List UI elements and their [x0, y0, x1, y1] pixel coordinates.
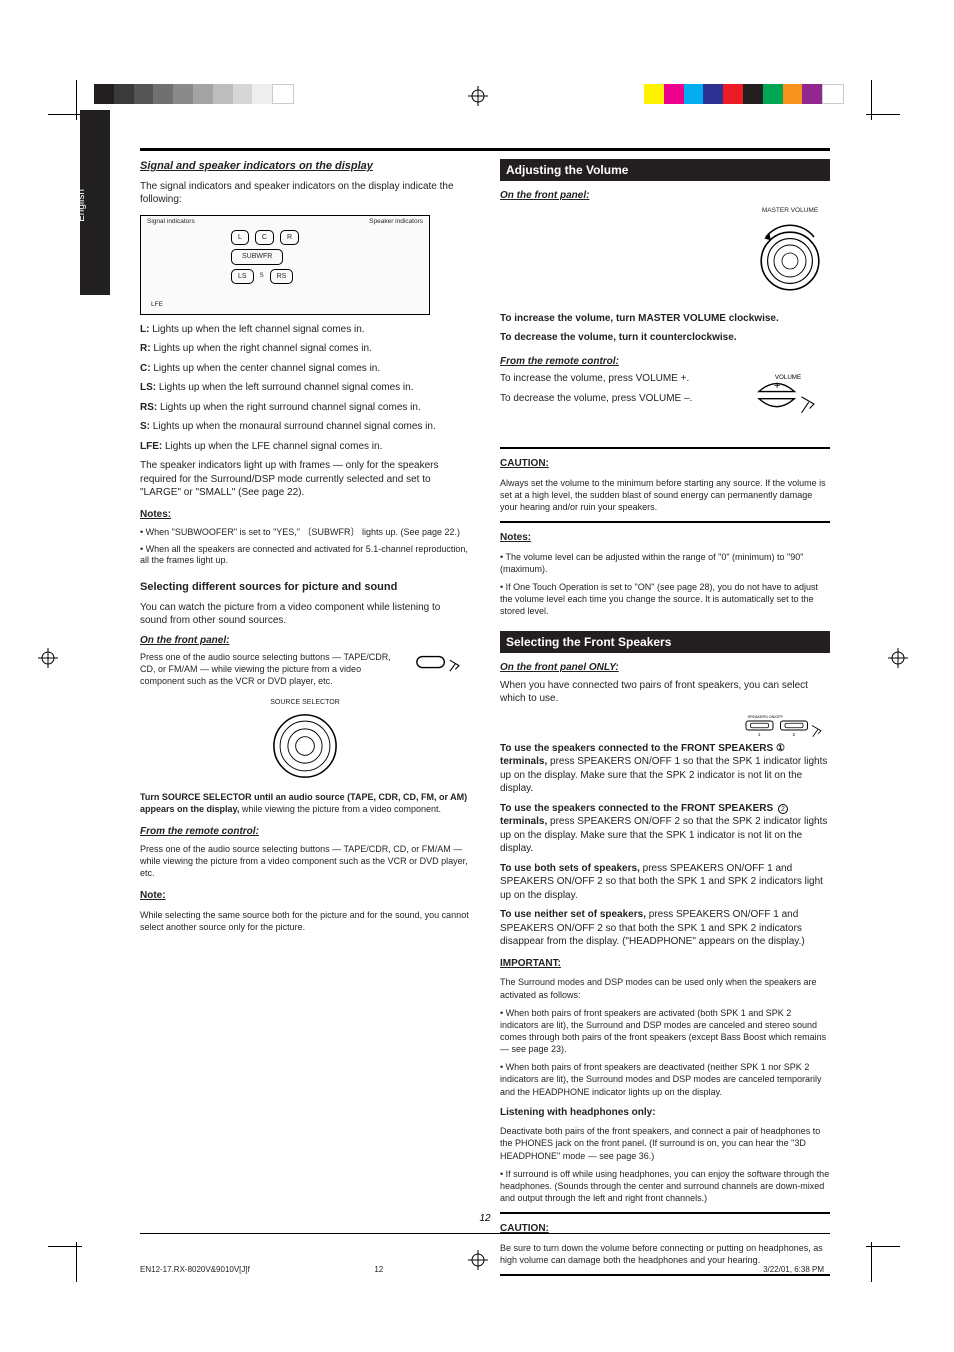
registration-mark-icon: [468, 86, 488, 106]
fs-both: To use both sets of speakers, press SPEA…: [500, 862, 830, 903]
chip-rs: RS: [270, 269, 294, 284]
chip-l: L: [231, 230, 249, 245]
rc-step: Press one of the audio source selecting …: [140, 843, 470, 879]
headphones-body: Deactivate both pairs of the front speak…: [500, 1125, 830, 1161]
signal-intro-text: The signal indicators and speaker indica…: [140, 180, 470, 207]
headphones-note: • If surround is off while using headpho…: [500, 1168, 830, 1204]
note-2: • When all the speakers are connected an…: [140, 544, 470, 566]
chip-ls: LS: [231, 269, 254, 284]
page-number: 12: [140, 1213, 830, 1224]
lfe-label: LFE: [151, 301, 163, 310]
crop-mark: [76, 1242, 77, 1282]
important-header: IMPORTANT:: [500, 958, 561, 969]
fp-vol-down: To decrease the volume, turn it counterc…: [500, 331, 830, 345]
important-body: The Surround modes and DSP modes can be …: [500, 976, 830, 1000]
language-tab-label: English: [76, 189, 87, 222]
sig-c: C: Lights up when the center channel sig…: [140, 362, 470, 376]
signal-indicators-header: Signal and speaker indicators on the dis…: [140, 159, 470, 174]
chip-s: S: [260, 273, 264, 280]
on-front-panel-header: On the front panel:: [140, 634, 470, 648]
fs-sp2: To use the speakers connected to the FRO…: [500, 802, 830, 856]
chip-subwfr: SUBWFR: [231, 249, 283, 264]
sig-s: S: Lights up when the monaural surround …: [140, 420, 470, 434]
caution-body: Always set the volume to the minimum bef…: [500, 477, 830, 513]
volume-rocker-icon: VOLUME + –: [750, 372, 830, 439]
important-bullet-2: • When both pairs of front speakers are …: [500, 1061, 830, 1097]
note-r1: • The volume level can be adjusted withi…: [500, 551, 830, 575]
master-volume-label: MASTER VOLUME: [750, 207, 830, 216]
svg-text:1: 1: [758, 732, 761, 737]
fp-vol-up: To increase the volume, turn MASTER VOLU…: [500, 312, 830, 326]
sig-l: L: Lights up when the left channel signa…: [140, 323, 470, 337]
sel-diff-sources-header: Selecting different sources for picture …: [140, 580, 470, 595]
speaker-line: The speaker indicators light up with fra…: [140, 459, 470, 500]
crop-mark: [48, 114, 82, 115]
divider: [500, 447, 830, 449]
important-bullet-1: • When both pairs of front speakers are …: [500, 1007, 830, 1056]
note-r2: • If One Touch Operation is set to "ON" …: [500, 581, 830, 617]
on-front-panel-header-r: On the front panel:: [500, 189, 830, 203]
notes-header-r: Notes:: [500, 532, 531, 543]
fs-sp1: To use the speakers connected to the FRO…: [500, 742, 830, 796]
fs-body: When you have connected two pairs of fro…: [500, 679, 830, 706]
diagram-label-signal: Signal indicators: [147, 218, 195, 227]
diagram-label-speaker: Speaker indicators: [369, 218, 423, 227]
registration-mark-icon: [888, 648, 908, 668]
divider: [500, 1274, 830, 1276]
svg-text:+: +: [774, 380, 780, 392]
fs-none: To use neither set of speakers, press SP…: [500, 908, 830, 949]
master-volume-knob-icon: MASTER VOLUME: [500, 207, 830, 302]
file-date: 3/22/01, 6:38 PM: [763, 1265, 824, 1274]
gray-calibration-bar: [94, 84, 294, 104]
svg-text:–: –: [774, 401, 780, 413]
speakers-buttons-icon: SPEAKERS ON/OFF 1 2: [500, 712, 830, 742]
source-selector-label: SOURCE SELECTOR: [140, 698, 470, 707]
note-1: • When "SUBWOOFER" is set to "YES," 〔SUB…: [140, 527, 470, 538]
crop-mark: [866, 1246, 900, 1247]
sel-diff-body: You can watch the picture from a video c…: [140, 601, 470, 628]
source-button-icon: [415, 651, 470, 683]
sig-lfe: LFE: Lights up when the LFE channel sign…: [140, 440, 470, 454]
caution2-body: Be sure to turn down the volume before c…: [500, 1242, 830, 1266]
selecting-front-speakers-header: Selecting the Front Speakers: [500, 631, 830, 653]
footer-rule: [140, 1233, 830, 1234]
chip-c: C: [255, 230, 274, 245]
source-selector-dial-icon: [140, 711, 470, 781]
language-tab: English: [80, 110, 110, 295]
crop-mark: [871, 1242, 872, 1282]
headphones-header: Listening with headphones only:: [500, 1107, 656, 1118]
left-column: Signal and speaker indicators on the dis…: [140, 159, 470, 1284]
from-remote-header: From the remote control:: [140, 825, 470, 839]
sig-r: R: Lights up when the right channel sign…: [140, 342, 470, 356]
caution-header: CAUTION:: [500, 458, 549, 469]
circled-2-icon: 2: [778, 804, 788, 814]
notes-header: Notes:: [140, 509, 171, 520]
right-column: Adjusting the Volume On the front panel:…: [500, 159, 830, 1284]
left-note-header: Note:: [140, 890, 166, 901]
svg-text:2: 2: [793, 732, 796, 737]
sig-rs: RS: Lights up when the right surround ch…: [140, 401, 470, 415]
dial-caption: Turn SOURCE SELECTOR until an audio sour…: [140, 791, 470, 815]
color-calibration-bar: [644, 84, 844, 104]
registration-mark-icon: [38, 648, 58, 668]
crop-mark: [866, 114, 900, 115]
left-note-body: While selecting the same source both for…: [140, 909, 470, 933]
chip-r: R: [280, 230, 299, 245]
sig-ls: LS: Lights up when the left surround cha…: [140, 381, 470, 395]
divider: [500, 521, 830, 523]
file-path: EN12-17.RX-8020V&9010V[J]f 12: [140, 1265, 383, 1274]
adjusting-volume-header: Adjusting the Volume: [500, 159, 830, 181]
on-front-panel-only-header: On the front panel ONLY:: [500, 661, 830, 675]
from-remote-header-r: From the remote control:: [500, 355, 830, 369]
svg-text:SPEAKERS ON/OFF: SPEAKERS ON/OFF: [748, 715, 784, 719]
display-indicator-diagram: Signal indicators Speaker indicators L C…: [140, 215, 430, 315]
crop-mark: [48, 1246, 82, 1247]
